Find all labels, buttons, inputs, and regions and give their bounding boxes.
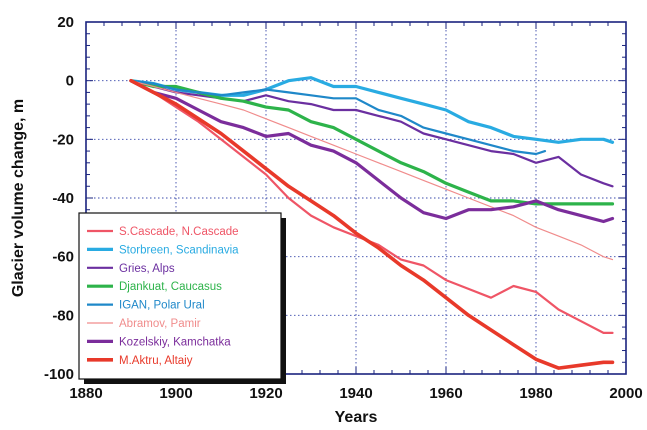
legend-label: Abramov, Pamir <box>119 318 201 330</box>
series-line-6 <box>130 80 614 261</box>
y-tick-label: -100 <box>44 366 74 383</box>
y-tick-label: -20 <box>52 131 74 148</box>
x-axis-title: Years <box>335 409 378 426</box>
x-tick-label: 1920 <box>249 385 282 402</box>
x-tick-label: 1960 <box>429 385 462 402</box>
legend-label: M.Aktru, Altaiy <box>119 355 193 367</box>
y-tick-label: 0 <box>66 73 74 90</box>
y-tick-label: -40 <box>52 190 74 207</box>
y-tick-labels: 20 0 -20 -40 -60 -80 -100 <box>44 14 74 383</box>
x-tick-label: 1980 <box>519 385 552 402</box>
series-line-1 <box>129 79 614 334</box>
x-tick-label: 1900 <box>159 385 192 402</box>
series-lines <box>129 76 615 370</box>
legend-label: Kozelskiy, Kamchatka <box>119 336 231 348</box>
series-line-7 <box>129 79 615 224</box>
y-tick-label: -80 <box>52 307 74 324</box>
legend-items: S.Cascade, N.Cascade Storbreen, Scandinav… <box>87 226 239 367</box>
legend-label: Gries, Alps <box>119 263 175 275</box>
y-axis-title: Glacier volume change, m <box>10 99 27 297</box>
series-line-8 <box>129 78 615 370</box>
y-tick-label: 20 <box>57 14 74 31</box>
x-tick-labels: 1880 1900 1920 1940 1960 1980 2000 <box>69 385 642 402</box>
legend: S.Cascade, N.Cascade Storbreen, Scandinav… <box>78 212 286 384</box>
legend-label: IGAN, Polar Ural <box>119 300 205 312</box>
y-tick-label: -60 <box>52 249 74 266</box>
legend-label: Djankuat, Caucasus <box>119 281 222 293</box>
x-tick-label: 2000 <box>609 385 642 402</box>
x-tick-label: 1880 <box>69 385 102 402</box>
legend-label: S.Cascade, N.Cascade <box>119 226 239 238</box>
x-tick-label: 1940 <box>339 385 372 402</box>
legend-label: Storbreen, Scandinavia <box>119 244 239 256</box>
legend-box <box>78 212 282 380</box>
series-line-5 <box>129 79 547 156</box>
